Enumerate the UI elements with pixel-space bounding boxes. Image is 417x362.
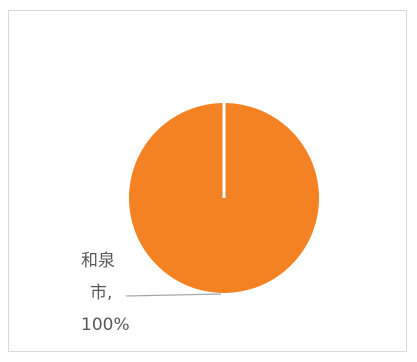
data-label-line-2: 100%: [81, 315, 130, 335]
data-label-line-1: 市,: [90, 283, 112, 303]
leader-line-0: [125, 293, 222, 297]
data-label-line-0: 和泉: [81, 251, 115, 271]
